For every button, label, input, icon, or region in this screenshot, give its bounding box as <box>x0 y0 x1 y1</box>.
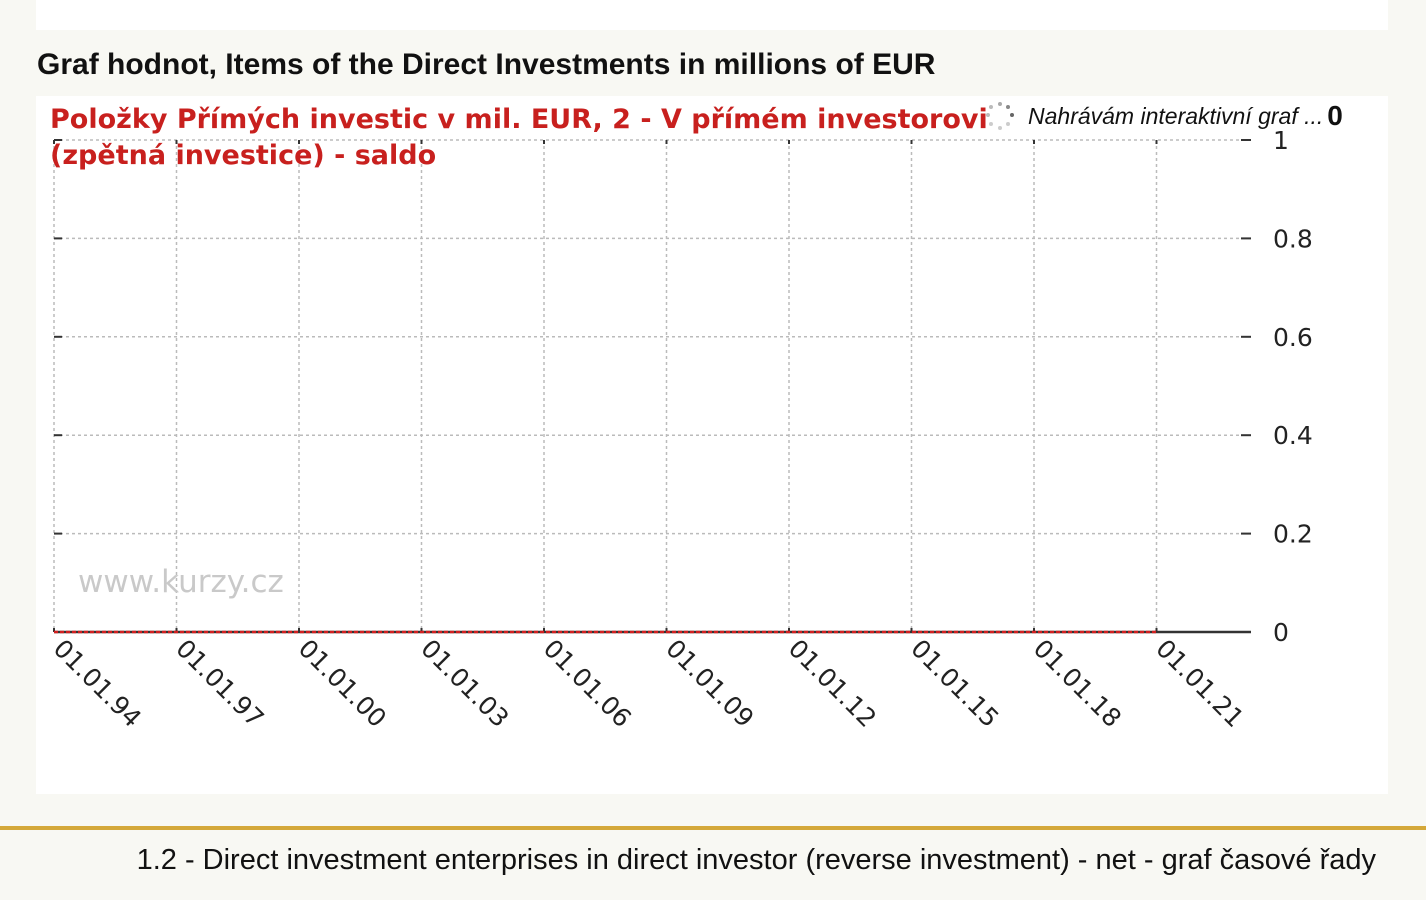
x-tick-label: 01.01.94 <box>48 634 147 733</box>
y-tick-label: 0.6 <box>1273 323 1313 352</box>
chart-svg: 01.01.94 01.01.97 01.01.00 01.01.03 01.01.06… <box>48 126 1313 733</box>
chart-title-line-1: Položky Přímých investic v mil. EUR, 2 -… <box>50 104 988 135</box>
x-tick-label: 01.01.12 <box>783 634 882 733</box>
loading-value: 0 <box>1327 100 1343 131</box>
watermark: www.kurzy.cz <box>78 564 284 600</box>
x-tick-label: 01.01.15 <box>905 634 1004 733</box>
x-tick-label: 01.01.06 <box>538 634 637 733</box>
y-tick-label: 1 <box>1273 126 1289 155</box>
loading-text: Nahrávám interaktivní graf ... <box>1028 102 1324 129</box>
y-tick-label: 0.4 <box>1273 421 1313 450</box>
y-tick-label: 0.8 <box>1273 224 1313 253</box>
x-tick-label: 01.01.00 <box>293 634 392 733</box>
footer-link[interactable]: 1.2 - Direct investment enterprises in d… <box>136 844 1376 876</box>
spinner-icon <box>986 102 1014 130</box>
loading-indicator: Nahrávám interaktivní graf ... 0 <box>986 96 1343 136</box>
chart-title: Položky Přímých investic v mil. EUR, 2 -… <box>50 102 988 174</box>
x-tick-label: 01.01.21 <box>1150 634 1249 733</box>
footer-divider <box>0 826 1426 830</box>
chart-title-line-2: (zpětná investice) - saldo <box>50 140 437 171</box>
section-title: Graf hodnot, Items of the Direct Investm… <box>37 48 936 81</box>
x-tick-label: 01.01.18 <box>1028 634 1127 733</box>
chart-panel: 01.01.94 01.01.97 01.01.00 01.01.03 01.01.06… <box>36 96 1388 794</box>
top-strip <box>36 0 1388 30</box>
x-tick-label: 01.01.03 <box>415 634 514 733</box>
y-tick-label: 0 <box>1273 618 1289 647</box>
x-tick-label: 01.01.97 <box>170 634 269 733</box>
y-tick-label: 0.2 <box>1273 520 1313 549</box>
x-tick-label: 01.01.09 <box>660 634 759 733</box>
